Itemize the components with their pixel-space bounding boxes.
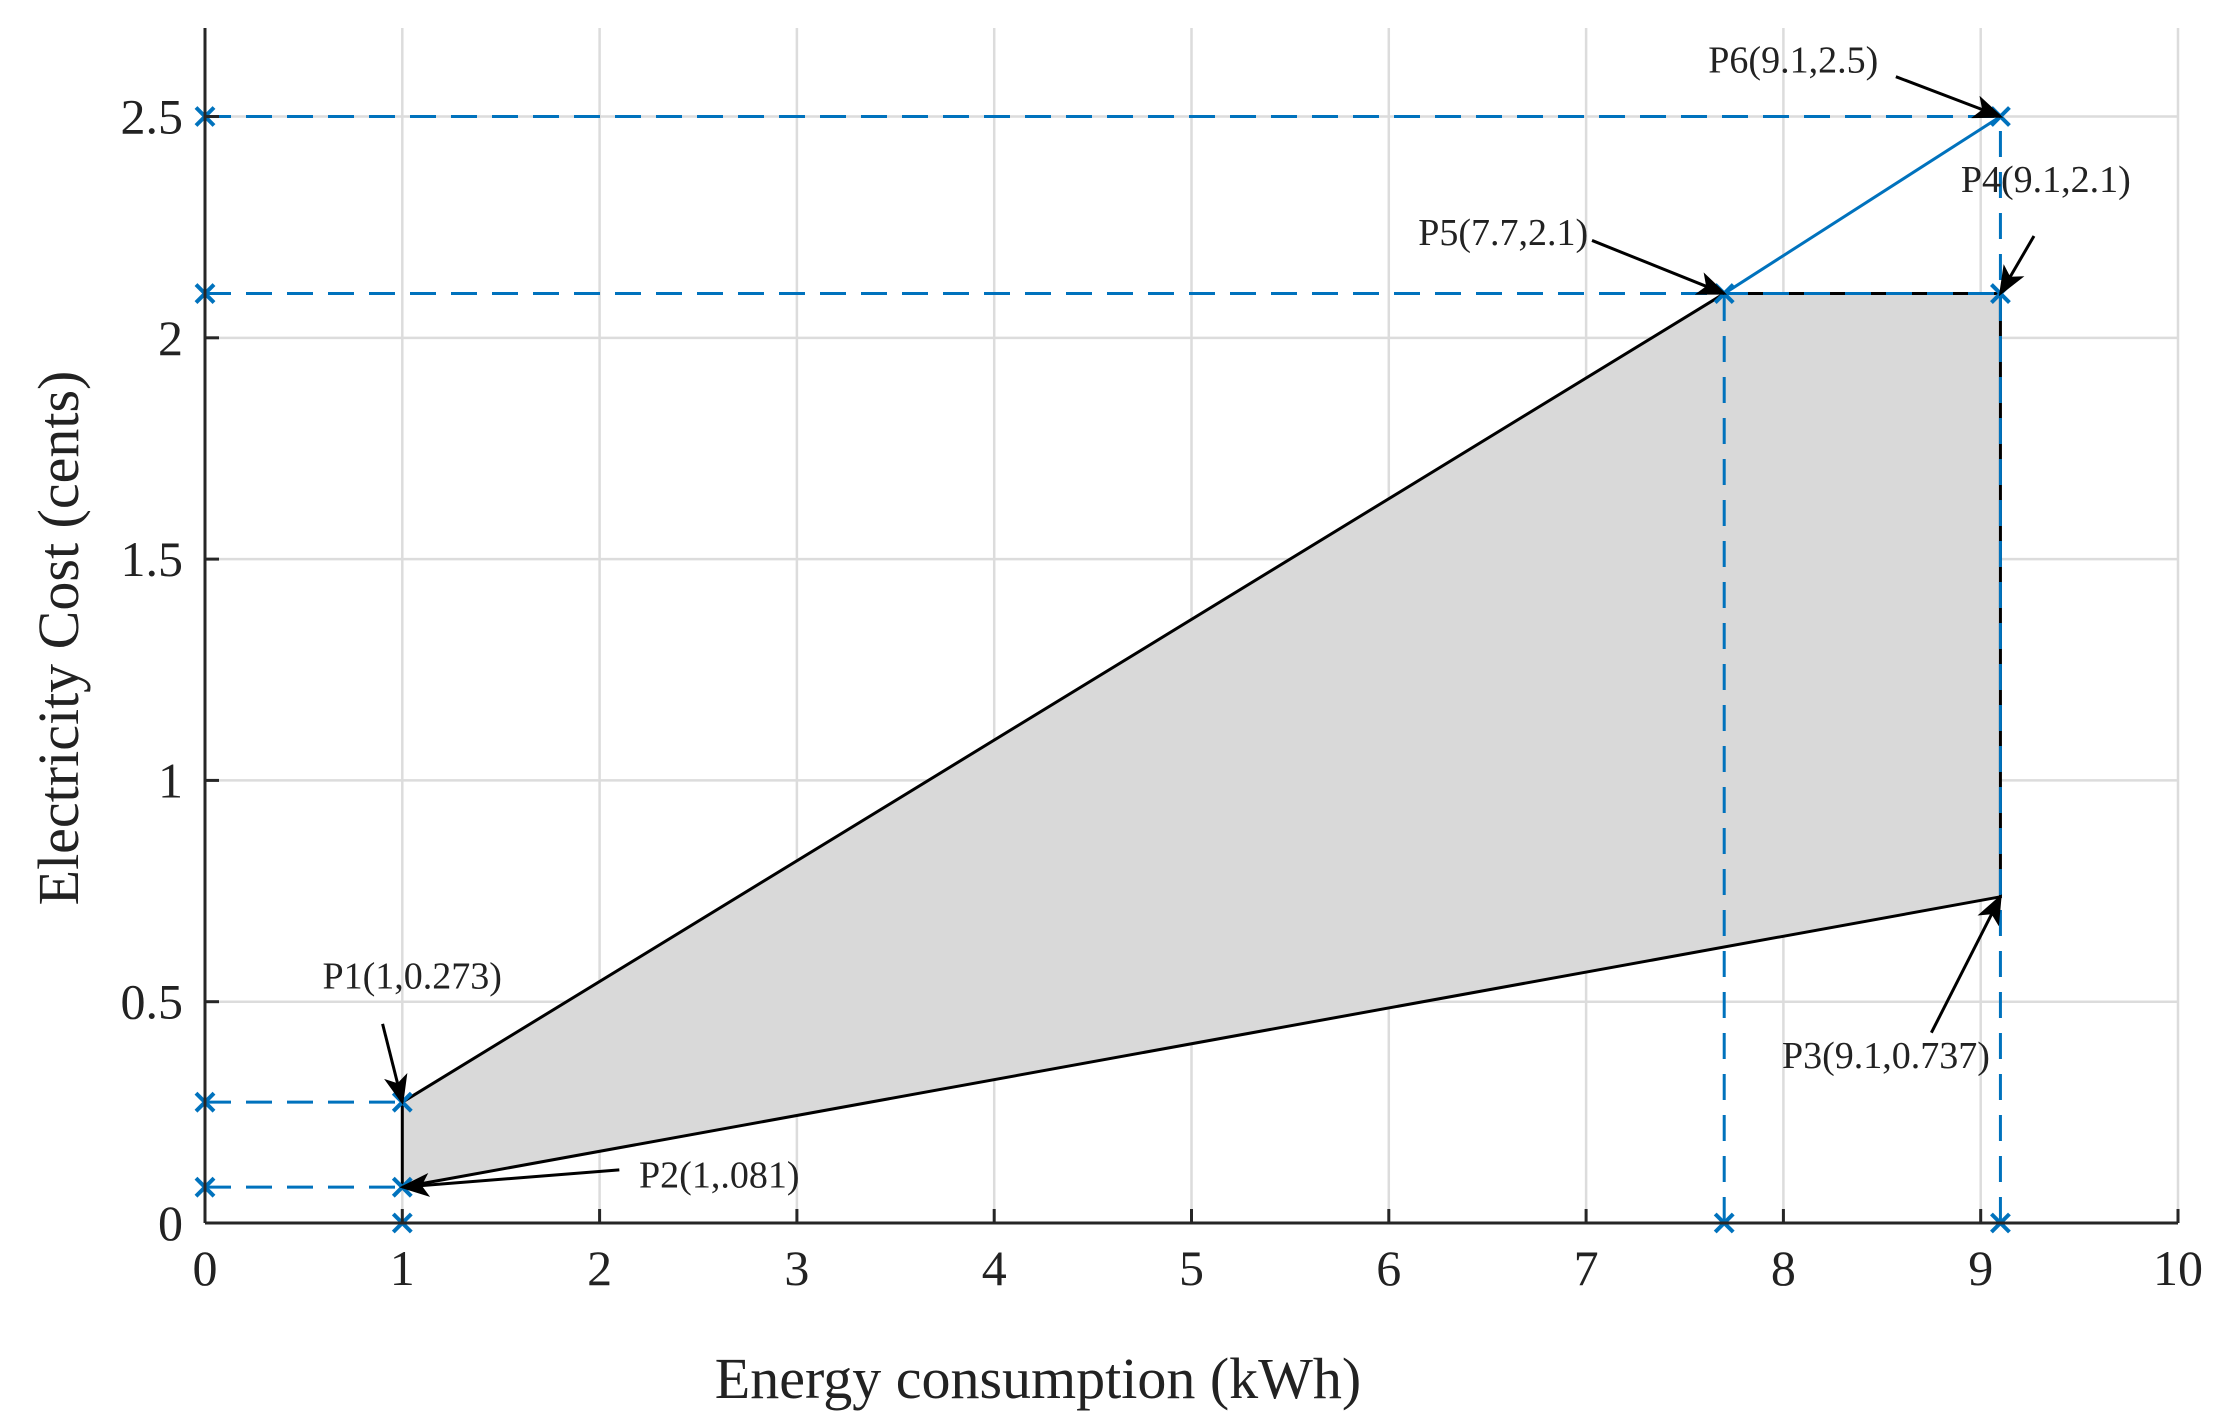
annotation-label: P4(9.1,2.1) (1961, 159, 2131, 201)
annotation-label: P2(1,.081) (639, 1155, 799, 1197)
x-tick-label: 5 (1179, 1240, 1204, 1296)
x-tick-label: 2 (587, 1240, 612, 1296)
y-tick-label: 0.5 (121, 974, 184, 1030)
y-tick-label: 1.5 (121, 531, 184, 587)
x-tick-label: 1 (390, 1240, 415, 1296)
y-tick-label: 0 (158, 1195, 183, 1251)
annotation-arrow (1591, 239, 1727, 295)
x-tick-label: 0 (193, 1240, 218, 1296)
annotation-arrow (1998, 235, 2036, 297)
x-tick-label: 4 (982, 1240, 1007, 1296)
y-tick-label: 1 (158, 752, 183, 808)
feasible-region (400, 292, 2002, 1189)
annotation-arrow (399, 1168, 620, 1197)
annotation-p4: P4(9.1,2.1) (1961, 159, 2131, 297)
feasible-region-layer (400, 292, 2002, 1189)
annotation-label: P5(7.7,2.1) (1418, 212, 1588, 254)
annotation-label: P1(1,0.273) (322, 955, 501, 997)
y-tick-label: 2 (158, 310, 183, 366)
x-tick-label: 9 (1968, 1240, 1993, 1296)
x-tick-label: 8 (1771, 1240, 1796, 1296)
annotation-p2: P2(1,.081) (399, 1155, 800, 1197)
annotation-arrow (381, 1023, 408, 1106)
annotation-label: P3(9.1,0.737) (1782, 1035, 1990, 1077)
y-axis-title: Electricity Cost (cents) (26, 371, 91, 906)
annotation-arrow (1895, 75, 2004, 119)
y-tick-label: 2.5 (121, 89, 184, 145)
annotation-p5: P5(7.7,2.1) (1418, 212, 1727, 295)
x-tick-label: 10 (2153, 1240, 2203, 1296)
annotation-p3: P3(9.1,0.737) (1782, 894, 2002, 1077)
annotation-p6: P6(9.1,2.5) (1708, 39, 2004, 119)
x-tick-label: 6 (1376, 1240, 1401, 1296)
annotation-arrow (1930, 894, 2002, 1034)
x-tick-label: 7 (1574, 1240, 1599, 1296)
segment-p5-p6 (1723, 115, 2002, 295)
axes: 0 1 2 3 4 5 6 7 8 9 10 0 0.5 1 1.5 2 2.5 (121, 28, 2203, 1296)
x-tick-label: 3 (784, 1240, 809, 1296)
annotations-layer: P1(1,0.273) P2(1,.081) P3(9.1,0.737) P4(9.1… (322, 39, 2131, 1197)
annotation-label: P6(9.1,2.5) (1708, 39, 1878, 81)
x-axis-title: Energy consumption (kWh) (715, 1346, 1361, 1411)
annotation-p1: P1(1,0.273) (322, 955, 502, 1106)
